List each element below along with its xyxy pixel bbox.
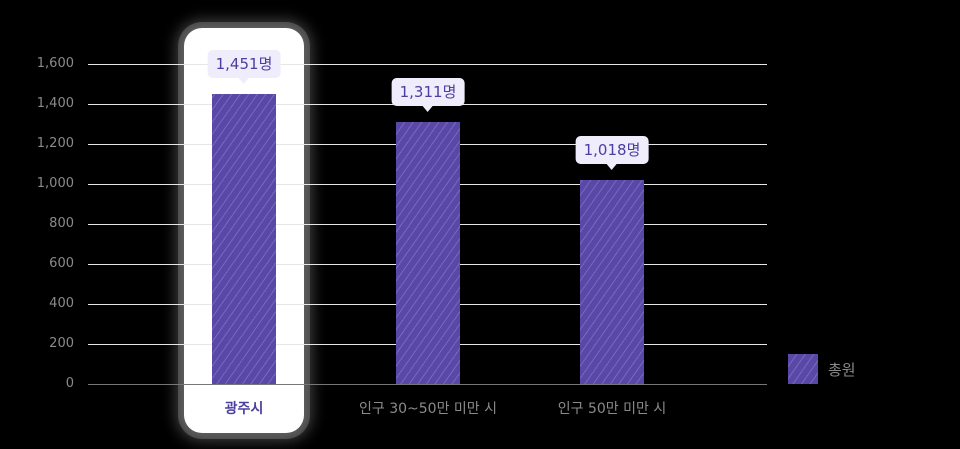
value-label: 1,018명 bbox=[575, 136, 649, 171]
bar bbox=[580, 180, 644, 384]
y-tick-label: 600 bbox=[49, 256, 74, 271]
x-tick-label: 인구 50만 미만 시 bbox=[557, 401, 667, 417]
gridline bbox=[88, 64, 767, 65]
y-tick-label: 1,400 bbox=[36, 96, 74, 111]
x-tick-label: 인구 30~50만 미만 시 bbox=[359, 401, 497, 417]
y-tick-label: 1,200 bbox=[36, 136, 74, 151]
bar bbox=[212, 93, 276, 384]
legend-label: 총원 bbox=[828, 360, 856, 379]
value-label: 1,451명 bbox=[207, 49, 281, 84]
y-tick-label: 400 bbox=[49, 296, 74, 311]
bar bbox=[396, 121, 460, 384]
y-tick-label: 0 bbox=[65, 376, 74, 391]
legend: 총원 bbox=[788, 354, 856, 384]
legend-swatch bbox=[788, 354, 818, 384]
gridline bbox=[88, 384, 767, 385]
y-tick-label: 1,000 bbox=[36, 176, 74, 191]
x-tick-label: 광주시 bbox=[224, 401, 264, 417]
y-tick-label: 1,600 bbox=[36, 56, 74, 71]
value-label: 1,311명 bbox=[391, 77, 465, 112]
y-tick-label: 800 bbox=[49, 216, 74, 231]
y-tick-label: 200 bbox=[49, 336, 74, 351]
